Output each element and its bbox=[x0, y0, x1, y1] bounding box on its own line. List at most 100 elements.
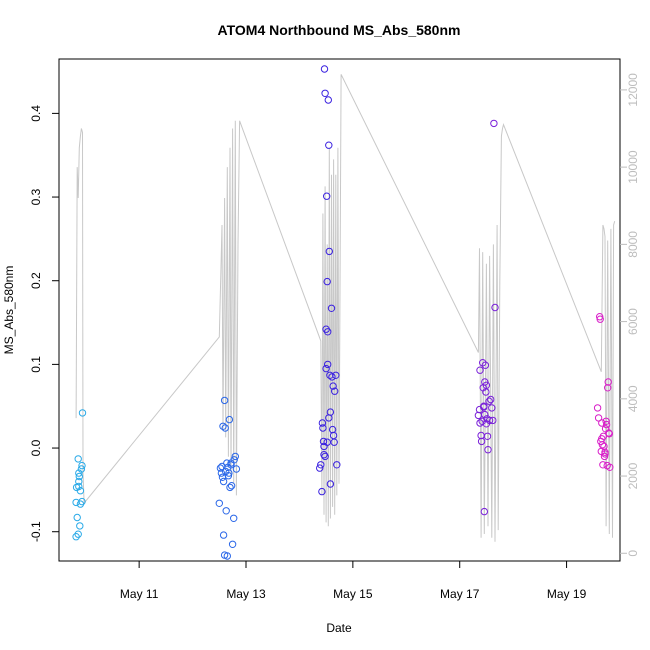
x-tick-label-3: May 17 bbox=[440, 587, 480, 601]
data-point-1-24 bbox=[232, 465, 241, 473]
data-point-1-13 bbox=[223, 552, 232, 560]
data-point-2-18 bbox=[327, 304, 336, 312]
data-point-1-0 bbox=[215, 499, 224, 507]
data-point-3-15 bbox=[483, 432, 492, 440]
y2-tick-label-1: 2000 bbox=[626, 462, 640, 489]
x-tick-label-0: May 11 bbox=[120, 587, 159, 601]
data-point-1-9 bbox=[221, 424, 229, 432]
data-point-0-16 bbox=[76, 522, 84, 530]
data-point-4-21 bbox=[606, 463, 614, 471]
data-point-2-1 bbox=[317, 461, 325, 469]
y2-tick-label-0: 0 bbox=[626, 550, 640, 557]
data-point-2-26 bbox=[333, 461, 341, 469]
data-point-2-15 bbox=[325, 247, 333, 256]
data-point-0-14 bbox=[72, 498, 80, 507]
data-point-1-19 bbox=[227, 482, 236, 490]
x-axis-label: Date bbox=[326, 621, 352, 635]
data-point-0-13 bbox=[78, 409, 87, 417]
data-point-2-3 bbox=[318, 419, 327, 427]
data-point-2-24 bbox=[331, 387, 339, 395]
data-point-2-12 bbox=[324, 328, 332, 336]
data-point-0-10 bbox=[77, 465, 86, 473]
data-point-2-29 bbox=[325, 414, 333, 422]
y-tick-label-5: 0.4 bbox=[29, 105, 43, 122]
data-point-2-13 bbox=[324, 96, 332, 104]
data-point-1-6 bbox=[219, 531, 228, 539]
data-point-2-22 bbox=[329, 431, 338, 440]
data-point-4-3 bbox=[596, 315, 604, 323]
count-line-series bbox=[75, 74, 616, 542]
y-tick-label-3: 0.2 bbox=[29, 272, 43, 289]
data-point-4-1 bbox=[594, 414, 603, 422]
data-point-2-19 bbox=[328, 373, 336, 381]
data-point-1-17 bbox=[226, 483, 234, 492]
data-point-3-4 bbox=[477, 437, 486, 446]
data-point-1-12 bbox=[223, 459, 231, 467]
plot-frame bbox=[58, 58, 621, 562]
data-point-2-2 bbox=[318, 487, 326, 496]
x-tick-label-1: May 13 bbox=[226, 587, 266, 601]
data-point-1-16 bbox=[225, 415, 234, 424]
data-point-1-23 bbox=[231, 452, 240, 461]
data-point-1-11 bbox=[222, 507, 230, 515]
data-point-4-8 bbox=[599, 461, 607, 469]
y2-tick-label-5: 10000 bbox=[626, 150, 640, 184]
y-tick-label-1: 0.0 bbox=[29, 439, 43, 456]
data-point-2-7 bbox=[320, 65, 329, 73]
x-axis: May 11 May 13 May 15 May 17 May 19 bbox=[120, 561, 587, 601]
data-point-3-11 bbox=[481, 361, 490, 369]
data-point-2-33 bbox=[323, 438, 331, 446]
data-point-0-0 bbox=[72, 533, 80, 541]
data-point-4-15 bbox=[602, 420, 611, 429]
data-point-2-27 bbox=[322, 364, 330, 373]
data-point-4-22 bbox=[601, 448, 609, 456]
y-axis-label: MS_Abs_580nm bbox=[2, 266, 16, 355]
x-tick-label-2: May 15 bbox=[333, 587, 373, 601]
data-point-2-28 bbox=[324, 360, 332, 369]
data-point-1-25 bbox=[227, 459, 235, 467]
data-point-1-5 bbox=[219, 422, 227, 430]
data-point-2-10 bbox=[323, 192, 331, 200]
data-point-1-26 bbox=[225, 469, 233, 477]
data-line-layer bbox=[75, 74, 616, 542]
data-point-4-7 bbox=[598, 441, 607, 449]
data-point-3-17 bbox=[485, 397, 493, 405]
data-point-0-1 bbox=[73, 513, 81, 522]
data-point-3-20 bbox=[488, 404, 496, 412]
y2-tick-label-6: 12000 bbox=[626, 73, 640, 107]
data-point-3-16 bbox=[484, 446, 492, 454]
data-point-2-14 bbox=[325, 141, 333, 149]
y-axis: -0.1 0.0 0.1 0.2 0.3 0.4 bbox=[29, 105, 59, 542]
y-tick-label-4: 0.3 bbox=[29, 188, 43, 205]
data-point-0-11 bbox=[78, 461, 86, 470]
data-point-4-14 bbox=[602, 417, 610, 425]
data-point-2-11 bbox=[323, 277, 331, 286]
data-point-3-2 bbox=[476, 366, 484, 374]
data-point-1-1 bbox=[216, 464, 225, 472]
data-point-3-21 bbox=[489, 416, 497, 425]
data-point-3-26 bbox=[482, 381, 491, 389]
y-tick-label-2: 0.1 bbox=[29, 356, 43, 373]
chart-title: ATOM4 Northbound MS_Abs_580nm bbox=[218, 22, 461, 38]
y2-tick-label-3: 6000 bbox=[626, 308, 640, 335]
data-point-2-23 bbox=[330, 438, 338, 446]
data-point-1-8 bbox=[220, 396, 229, 405]
data-point-3-22 bbox=[490, 119, 498, 128]
data-point-1-21 bbox=[230, 514, 238, 522]
data-point-2-8 bbox=[321, 89, 329, 98]
data-point-0-3 bbox=[74, 530, 82, 538]
data-point-4-20 bbox=[605, 430, 613, 438]
data-point-4-0 bbox=[593, 404, 602, 412]
data-point-2-25 bbox=[332, 371, 340, 379]
data-point-2-4 bbox=[319, 424, 327, 432]
data-point-0-15 bbox=[72, 483, 81, 492]
data-point-4-17 bbox=[604, 384, 612, 392]
data-point-3-25 bbox=[481, 410, 489, 419]
data-point-2-21 bbox=[329, 382, 337, 390]
data-point-2-32 bbox=[321, 452, 329, 461]
data-point-2-31 bbox=[326, 480, 335, 488]
y2-tick-label-2: 4000 bbox=[626, 385, 640, 412]
y2-axis: 0 2000 4000 6000 8000 10000 12000 bbox=[620, 73, 640, 557]
data-point-1-3 bbox=[218, 462, 226, 471]
